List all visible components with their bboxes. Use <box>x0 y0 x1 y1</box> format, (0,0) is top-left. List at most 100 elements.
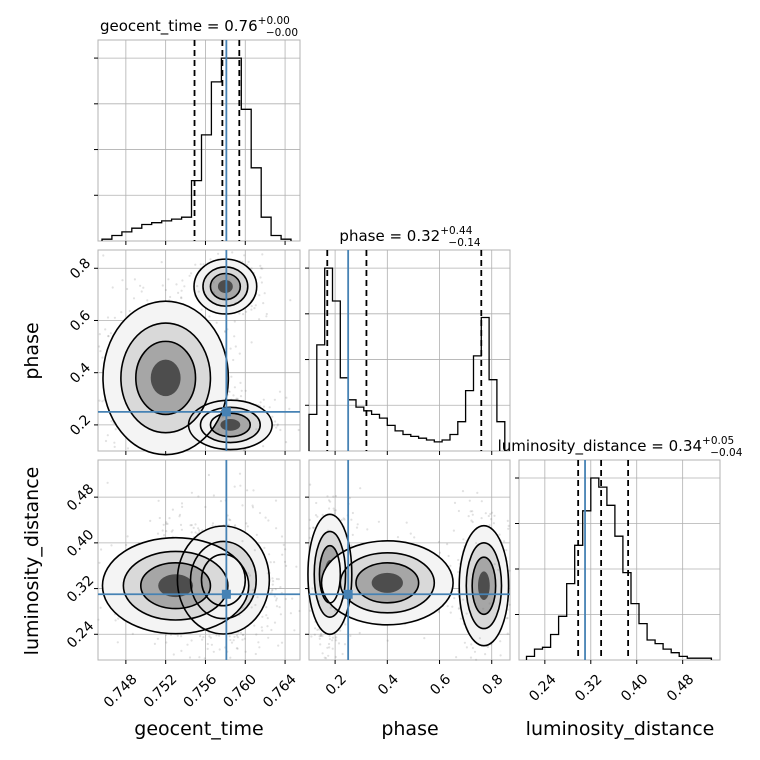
sample-point <box>194 263 197 266</box>
sample-point <box>271 588 274 591</box>
y-tick-label: 0.6 <box>67 308 94 335</box>
sample-point <box>228 518 231 521</box>
phase-histogram-line <box>308 267 506 451</box>
sample-point <box>465 612 468 615</box>
title-param-name: luminosity_distance <box>498 437 647 456</box>
sample-point <box>308 609 312 612</box>
sample-point <box>228 635 231 638</box>
sample-point <box>252 588 255 592</box>
sample-point <box>235 397 238 400</box>
sample-point <box>273 561 276 564</box>
sample-point <box>246 263 249 266</box>
sample-point <box>197 527 200 530</box>
sample-point <box>229 347 232 350</box>
sample-point <box>332 507 335 510</box>
sample-point <box>488 524 491 527</box>
sample-point <box>405 521 408 524</box>
sample-point <box>245 522 248 525</box>
sample-point <box>250 341 253 344</box>
sample-point <box>239 631 243 634</box>
phase-x-tick-labels: 0.2 0.4 0.6 0.8 <box>323 671 507 698</box>
sample-point <box>271 415 274 418</box>
sample-point <box>507 527 510 530</box>
sample-point <box>268 553 271 556</box>
sample-point <box>313 633 316 636</box>
sample-point <box>335 639 338 642</box>
sample-point <box>308 536 311 539</box>
sample-point <box>340 518 343 522</box>
sample-point <box>506 632 509 635</box>
sample-point <box>171 508 174 511</box>
sample-point <box>271 589 274 592</box>
luminosity-distance-title: luminosity_distance = 0.34+0.05 −0.04 <box>498 435 743 459</box>
y-tick-label: 0.24 <box>64 618 97 651</box>
sample-point <box>126 535 129 538</box>
sample-point <box>153 642 156 646</box>
contour-line <box>200 553 247 607</box>
sample-point <box>149 519 152 523</box>
sample-point <box>499 654 502 657</box>
sample-point <box>208 635 211 638</box>
sample-point <box>162 523 165 526</box>
sample-point <box>468 499 471 502</box>
sample-point <box>246 489 249 492</box>
panel-frame <box>308 249 511 452</box>
sample-point <box>229 638 232 642</box>
sample-point <box>253 549 256 552</box>
sample-point <box>278 390 282 393</box>
sample-point <box>437 610 440 614</box>
sample-point <box>505 549 508 552</box>
sample-point <box>506 519 509 523</box>
sample-point <box>260 626 263 629</box>
sample-point <box>321 557 324 560</box>
sample-point <box>254 603 257 607</box>
sample-point <box>351 511 354 515</box>
sample-point <box>329 606 332 609</box>
sample-point <box>328 646 331 649</box>
x-tick-label: 0.764 <box>260 671 300 711</box>
sample-point <box>266 617 269 620</box>
sample-point <box>106 481 109 484</box>
sample-point <box>489 512 492 516</box>
sample-point <box>258 294 261 297</box>
sample-point <box>171 529 174 532</box>
sample-point <box>180 502 184 505</box>
sample-point <box>348 496 351 500</box>
sample-point <box>233 635 236 638</box>
sample-point <box>331 639 334 642</box>
sample-point <box>273 621 277 624</box>
x-tick-marks <box>334 660 493 664</box>
sample-point <box>257 641 260 644</box>
panel-grid <box>98 40 300 241</box>
sample-point <box>253 624 256 627</box>
sample-point <box>239 484 242 487</box>
sample-point <box>231 251 234 254</box>
sample-point <box>490 518 493 521</box>
sample-point <box>326 646 329 649</box>
sample-point <box>139 284 142 287</box>
truth-point <box>221 407 231 417</box>
sample-point <box>265 614 268 617</box>
sample-point <box>508 603 511 606</box>
density-level <box>371 572 403 593</box>
sample-point <box>128 309 131 313</box>
sample-point <box>233 485 236 488</box>
sample-point <box>140 290 143 293</box>
x-tick-label: 0.756 <box>181 671 221 711</box>
sample-point <box>351 533 354 537</box>
geocent-time-histogram-line <box>101 57 292 241</box>
sample-point <box>156 532 160 535</box>
sample-point <box>276 424 279 427</box>
x-tick-label: 0.32 <box>572 671 605 704</box>
sample-point <box>255 633 258 636</box>
sample-point <box>241 633 244 636</box>
sample-point <box>116 641 119 644</box>
sample-point <box>258 511 262 515</box>
sample-point <box>285 564 288 568</box>
sample-point <box>202 263 205 266</box>
sample-point <box>215 321 218 324</box>
sample-point <box>325 548 328 551</box>
sample-point <box>241 540 244 543</box>
sample-point <box>488 602 491 605</box>
sample-point <box>146 299 149 302</box>
